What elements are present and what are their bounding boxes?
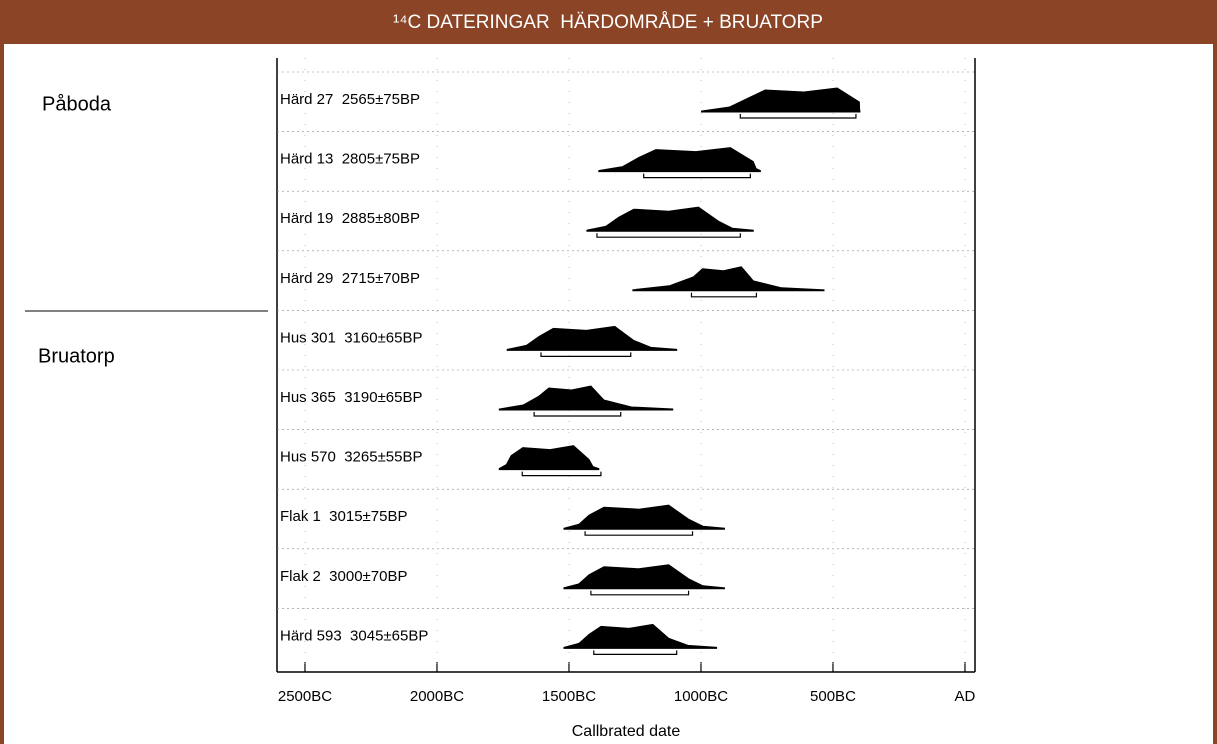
x-tick-label: 1500BC xyxy=(542,688,596,705)
x-tick-label: AD xyxy=(955,688,976,705)
range-bracket xyxy=(690,292,758,298)
x-tick-label: 2000BC xyxy=(410,688,464,705)
sample-label: Flak 1 3015±75BP xyxy=(280,508,407,525)
range-bracket xyxy=(533,412,622,417)
probability-distribution xyxy=(701,87,861,113)
probability-distribution xyxy=(598,147,761,173)
sample-label: Härd 593 3045±65BP xyxy=(280,627,428,644)
probability-distribution xyxy=(498,445,600,471)
range-bracket xyxy=(643,173,751,179)
range-bracket xyxy=(521,471,602,477)
sample-label: Flak 2 3000±70BP xyxy=(280,568,407,585)
x-tick-label: 1000BC xyxy=(674,688,728,705)
probability-distribution xyxy=(563,623,718,649)
probability-distribution xyxy=(498,385,674,411)
range-bracket xyxy=(593,650,678,655)
x-tick-label: 2500BC xyxy=(278,688,332,705)
sample-label: Härd 19 2885±80BP xyxy=(280,210,420,227)
sample-label: Härd 29 2715±70BP xyxy=(280,270,420,287)
x-axis-label: Callbrated date xyxy=(572,723,681,740)
range-bracket xyxy=(739,114,857,119)
range-bracket xyxy=(584,531,694,536)
sample-label: Härd 27 2565±75BP xyxy=(280,91,420,108)
probability-distribution xyxy=(586,206,754,232)
range-bracket xyxy=(590,590,690,596)
probability-distribution xyxy=(632,266,825,292)
probability-distribution xyxy=(563,504,725,530)
probability-distribution xyxy=(563,564,725,590)
chart-title: ¹⁴C DATERINGAR HÄRDOMRÅDE + BRUATORP xyxy=(393,12,823,33)
sample-label: Hus 301 3160±65BP xyxy=(280,329,423,346)
sample-label: Hus 365 3190±65BP xyxy=(280,389,423,406)
header-bar xyxy=(0,0,1217,44)
sample-label: Hus 570 3265±55BP xyxy=(280,449,423,466)
probability-distribution xyxy=(506,325,678,351)
frame-left xyxy=(0,44,4,744)
x-tick-label: 500BC xyxy=(810,688,856,705)
range-bracket xyxy=(540,352,632,357)
group-label: Påboda xyxy=(42,93,112,115)
group-label: Bruatorp xyxy=(38,345,115,367)
range-bracket xyxy=(596,233,741,238)
sample-label: Härd 13 2805±75BP xyxy=(280,151,420,168)
frame-right xyxy=(1213,44,1217,744)
